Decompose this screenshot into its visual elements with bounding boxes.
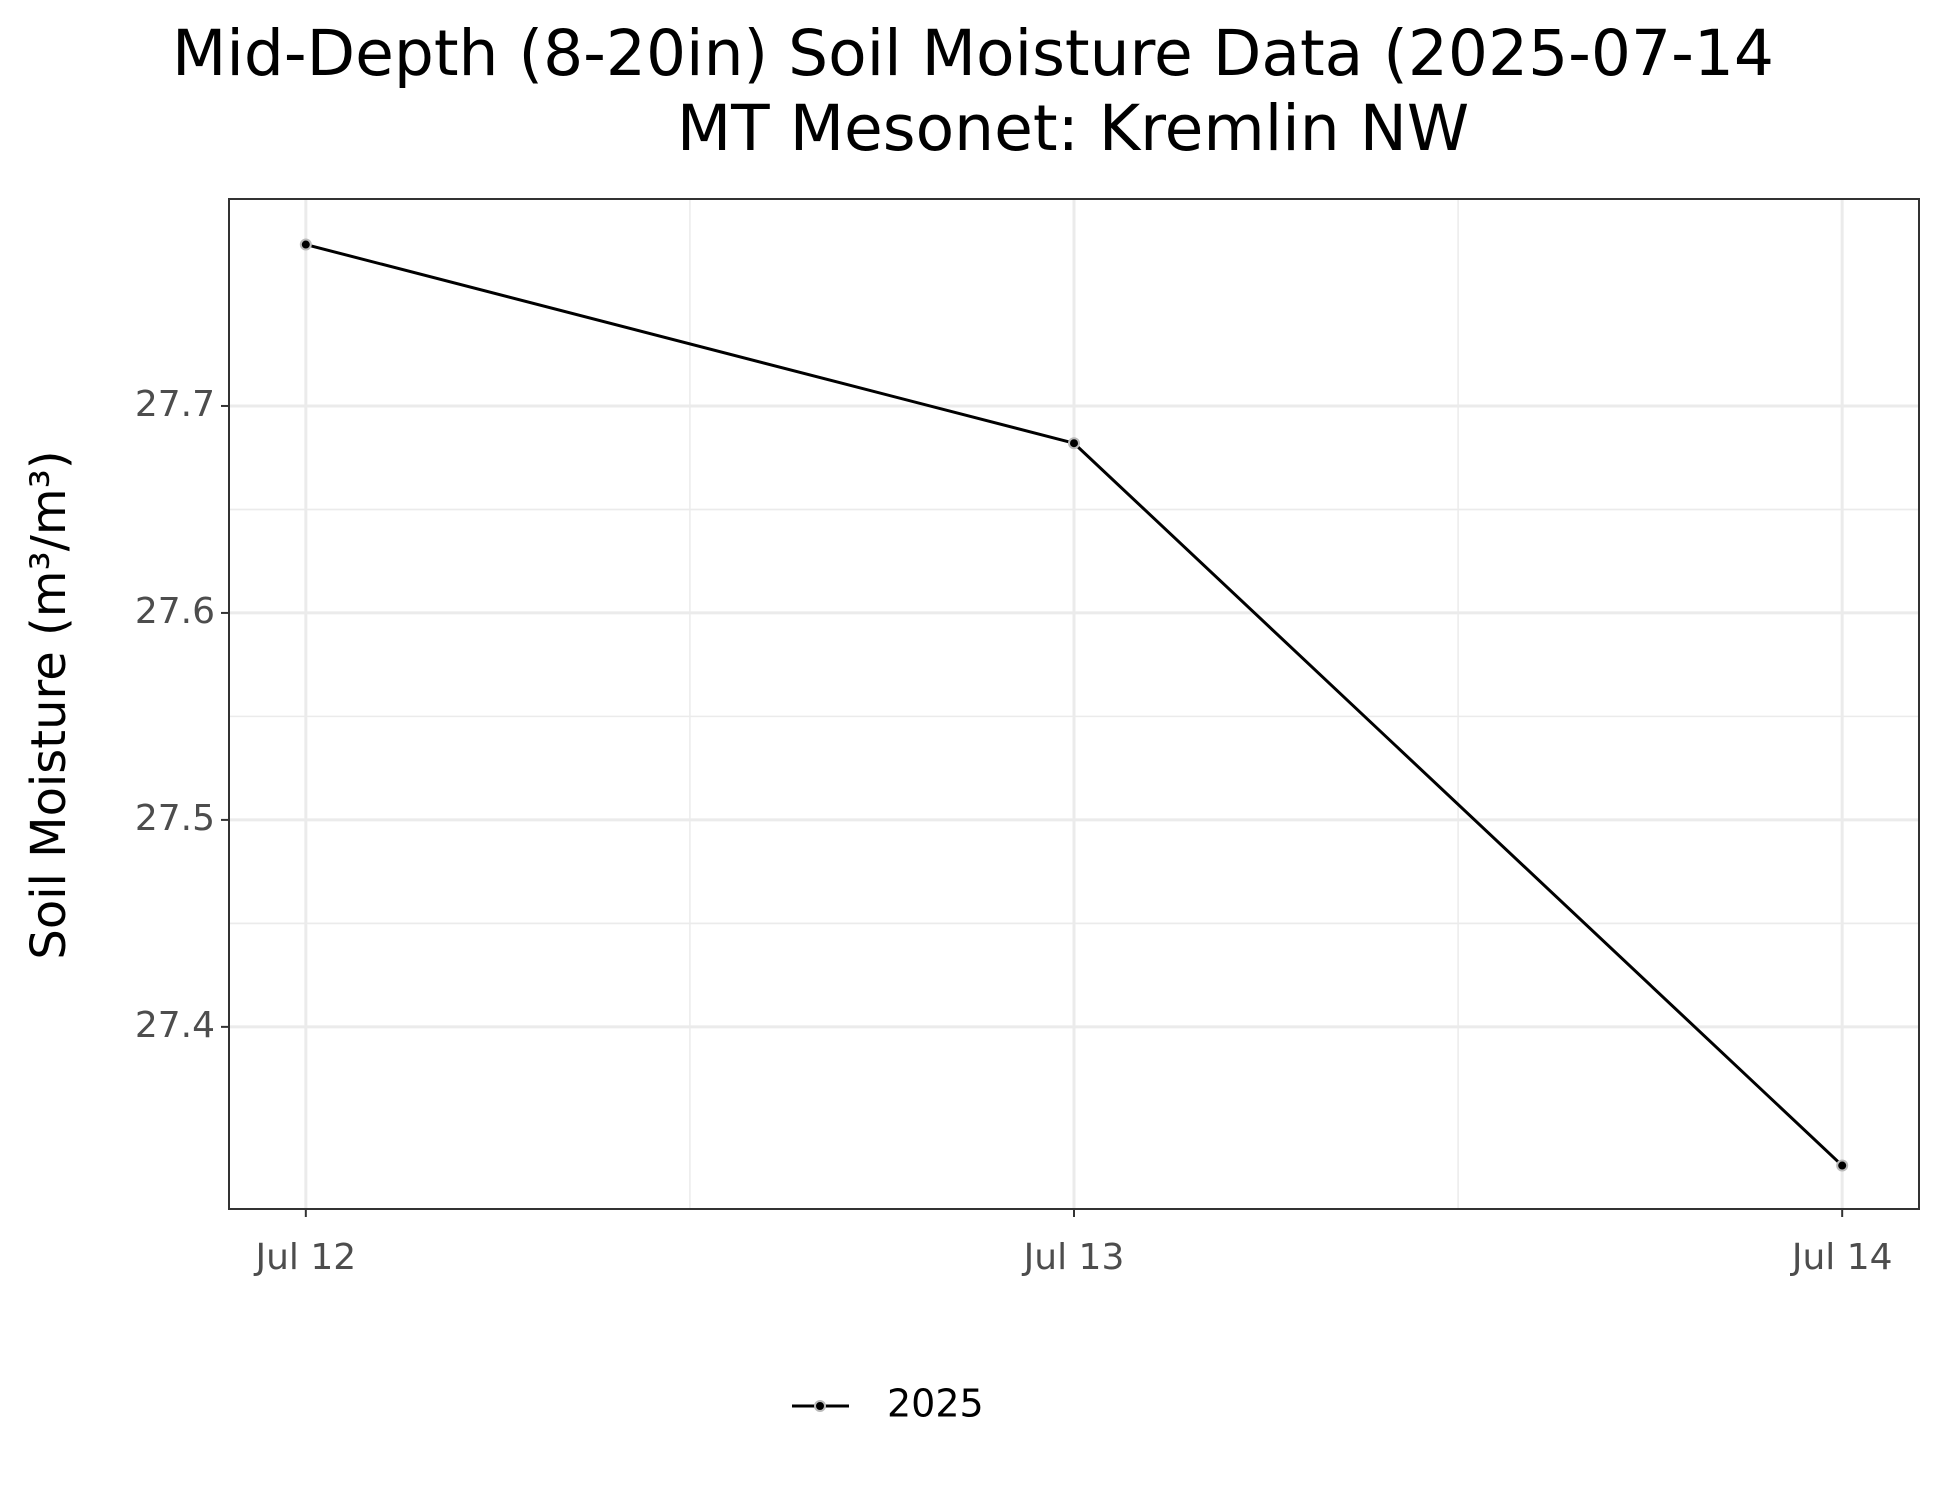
- data-point: [1836, 1159, 1849, 1172]
- x-tick-label: Jul 12: [253, 1237, 356, 1278]
- data-point: [1068, 437, 1080, 450]
- legend: 2025: [792, 1382, 984, 1426]
- y-tick-label: 27.6: [135, 591, 215, 632]
- legend-label: 2025: [887, 1382, 984, 1426]
- chart-subtitle: MT Mesonet: Kremlin NW: [677, 92, 1469, 165]
- chart-title: Mid-Depth (8-20in) Soil Moisture Data (2…: [172, 17, 1774, 90]
- data-point: [299, 238, 312, 251]
- y-tick-label: 27.7: [135, 384, 215, 425]
- legend-point: [814, 1400, 826, 1412]
- x-tick-label: Jul 13: [1022, 1237, 1125, 1278]
- grid: [229, 199, 1919, 1209]
- plot: [299, 238, 1849, 1172]
- y-tick-label: 27.4: [135, 1005, 215, 1046]
- y-axis-label: Soil Moisture (m³/m³): [21, 450, 77, 959]
- y-tick-label: 27.5: [135, 798, 215, 839]
- x-tick-label: Jul 14: [1790, 1237, 1893, 1278]
